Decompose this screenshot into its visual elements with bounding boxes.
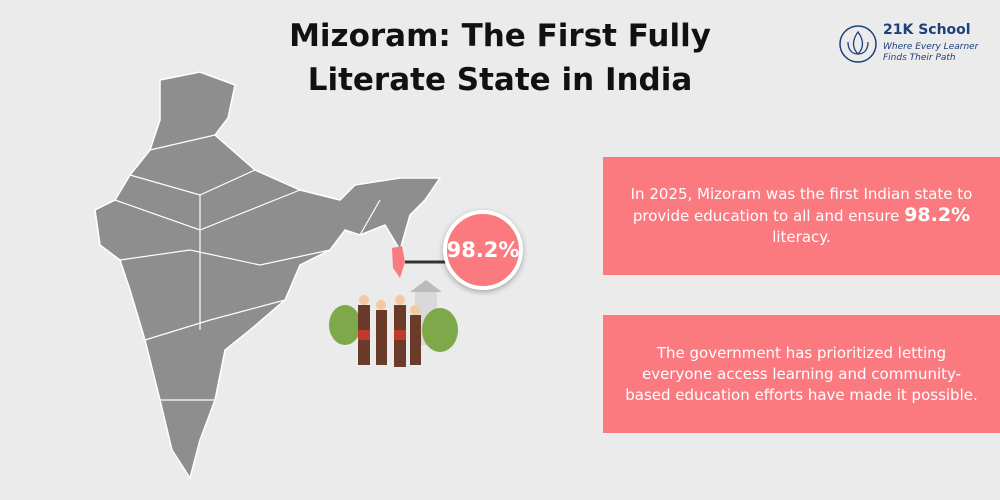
card-text-part: In 2025, Mizoram was the first Indian st…	[630, 185, 973, 225]
card-text: The government has prioritized letting e…	[625, 343, 978, 404]
info-card: In 2025, Mizoram was the first Indian st…	[603, 157, 1000, 275]
logo: 21K School Where Every Learner Finds The…	[838, 22, 998, 72]
card-text: In 2025, Mizoram was the first Indian st…	[625, 184, 978, 248]
india-map	[94, 71, 442, 480]
title: Mizoram: The First Fully Literate State …	[289, 18, 711, 98]
logo-tagline: Finds Their Path	[883, 53, 956, 63]
people-illustration	[329, 280, 458, 367]
state-borders	[114, 134, 381, 401]
logo-name: 21K School	[883, 22, 971, 38]
mizoram	[392, 246, 405, 278]
literacy-callout: 98.2%	[443, 210, 523, 290]
info-card: The government has prioritized letting e…	[603, 315, 1000, 433]
logo-icon	[839, 25, 877, 63]
card-highlight: 98.2%	[904, 204, 971, 226]
logo-tagline: Where Every Learner	[883, 42, 979, 52]
card-text-part: literacy.	[772, 228, 831, 246]
